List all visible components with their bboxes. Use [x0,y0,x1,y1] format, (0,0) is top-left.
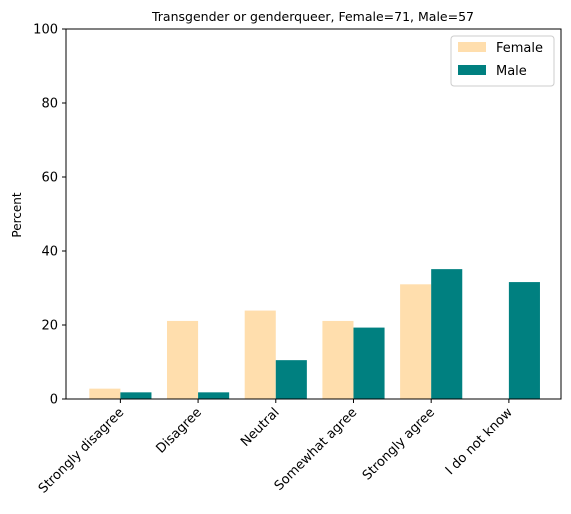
bar-male-5 [508,282,540,399]
plot-frame [65,28,562,400]
bar-male-2 [275,360,307,399]
x-tick-label-4: Strongly agree [360,405,438,483]
y-tick-label-20: 20 [41,319,58,334]
legend: Female Male [450,35,555,87]
y-tick-label-40: 40 [41,245,58,260]
legend-label-1: Male [496,64,527,79]
bar-female-0 [89,388,121,399]
bar-female-4 [400,284,432,399]
legend-swatch-0 [458,42,486,52]
bar-female-2 [244,310,276,399]
legend-swatch-1 [458,65,486,75]
x-tick-label-1: Disagree [154,405,205,456]
x-tick-label-5: I do not know [443,405,516,478]
y-tick-label-80: 80 [41,97,58,112]
x-tick-label-2: Neutral [238,405,283,450]
chart-title: Transgender or genderqueer, Female=71, M… [151,9,474,24]
y-tick-label-100: 100 [33,23,58,38]
x-tick-label-3: Somewhat agree [272,405,361,494]
bar-female-1 [167,320,199,399]
bar-male-1 [198,392,230,399]
bar-female-3 [322,320,354,399]
y-tick-label-0: 0 [50,393,58,408]
y-axis-label: Percent [10,192,24,237]
bars-group [89,269,540,399]
bar-male-4 [431,269,463,399]
bar-male-3 [353,327,385,399]
y-tick-label-60: 60 [41,171,58,186]
x-tick-label-0: Strongly disagree [36,405,127,496]
bar-male-0 [120,392,152,399]
y-axis: 0 20 40 60 80 100 [33,23,66,408]
legend-label-0: Female [496,41,543,56]
x-axis: Strongly disagree Disagree NeutralSomewhat… [36,399,516,497]
